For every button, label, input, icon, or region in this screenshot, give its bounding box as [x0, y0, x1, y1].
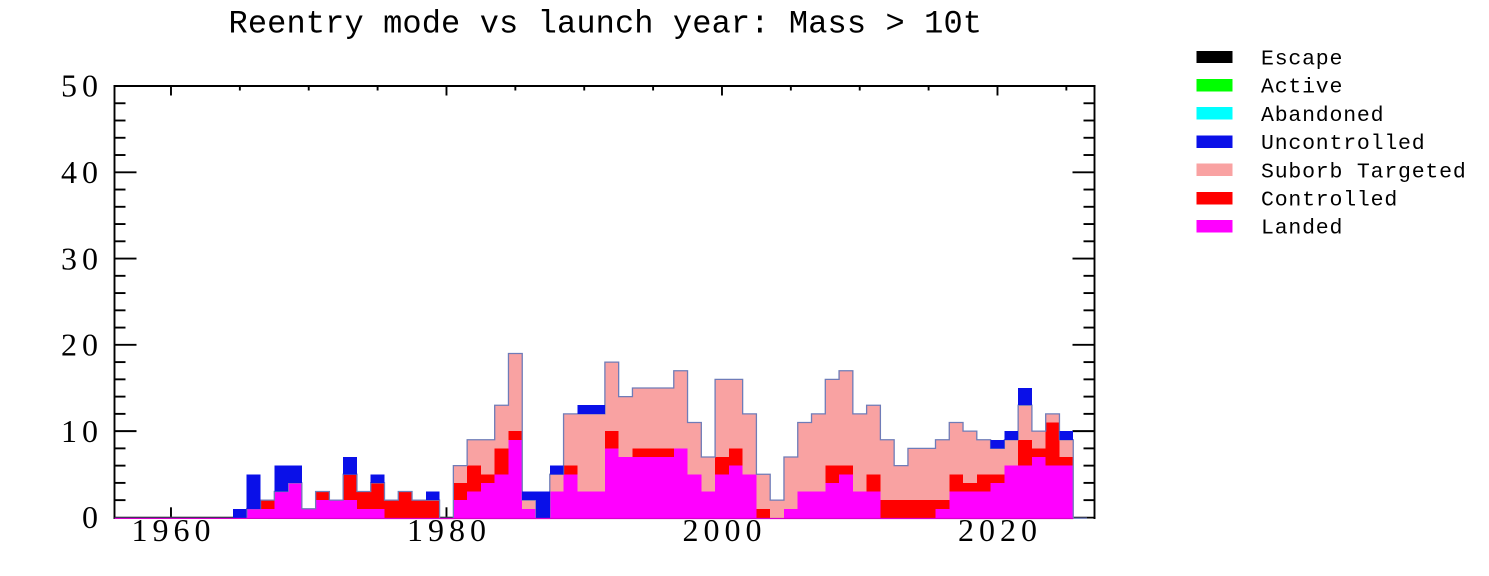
svg-text:Active: Active	[1261, 76, 1343, 100]
svg-text:Reentry mode vs launch year: M: Reentry mode vs launch year: Mass > 10t	[229, 6, 983, 43]
svg-text:Uncontrolled: Uncontrolled	[1261, 132, 1425, 156]
svg-text:20: 20	[61, 327, 103, 363]
svg-text:10: 10	[61, 413, 103, 449]
svg-text:Landed: Landed	[1261, 217, 1343, 241]
svg-text:Abandoned: Abandoned	[1261, 104, 1384, 128]
svg-text:50: 50	[61, 68, 103, 104]
svg-text:40: 40	[61, 154, 103, 190]
svg-text:Suborb Targeted: Suborb Targeted	[1261, 160, 1467, 184]
svg-text:1960: 1960	[131, 512, 215, 548]
svg-text:0: 0	[82, 499, 103, 535]
svg-text:Escape: Escape	[1261, 47, 1343, 71]
svg-text:1980: 1980	[407, 512, 491, 548]
svg-text:30: 30	[61, 240, 103, 276]
svg-text:Controlled: Controlled	[1261, 189, 1398, 213]
svg-text:2000: 2000	[682, 512, 766, 548]
svg-text:2020: 2020	[958, 512, 1042, 548]
